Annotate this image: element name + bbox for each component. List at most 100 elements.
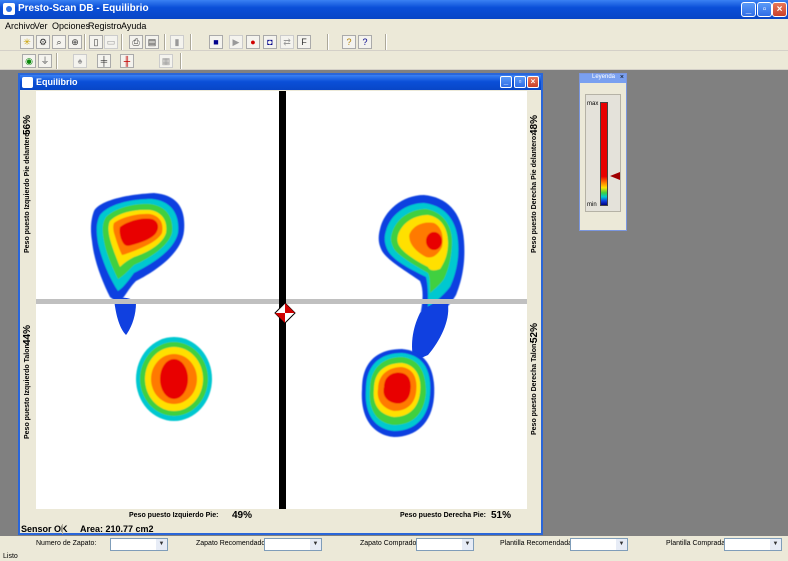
camera-icon[interactable]: ◘	[263, 35, 277, 49]
legend-pointer-icon	[610, 172, 620, 180]
menu-opciones[interactable]: Opciones	[52, 21, 91, 31]
area-value: Area: 210.77 cm2	[80, 524, 154, 534]
crosshair-icon[interactable]: ╪	[97, 54, 111, 68]
menu-ver[interactable]: Ver	[34, 21, 48, 31]
right-front-label: Peso puesto Derecha Pie delantero:	[531, 133, 538, 253]
toolbar-separator	[180, 53, 182, 69]
left-foot-label: Peso puesto Izquierdo Pie:	[129, 512, 219, 519]
sensor-status: Sensor OK	[21, 524, 68, 534]
left-heel-heatmap	[136, 337, 212, 421]
left-foot-pct: 49%	[232, 510, 253, 521]
toolbar-separator	[327, 34, 329, 50]
status-divider	[62, 524, 63, 534]
right-front-pct: 48%	[529, 114, 540, 135]
menu-registro[interactable]: Registro	[88, 21, 122, 31]
left-forefoot-heatmap	[90, 193, 185, 303]
legend-window[interactable]: Leyenda × max min	[579, 73, 627, 231]
legend-close-icon[interactable]: ×	[619, 74, 624, 81]
search-icon[interactable]: ⌕	[52, 35, 66, 49]
grid-icon[interactable]: ▦	[159, 54, 173, 68]
right-arch-heatmap	[412, 302, 449, 361]
chart-icon[interactable]: F	[297, 35, 311, 49]
equilibrio-titlebar[interactable]: Equilibrio _ ▫ ×	[20, 75, 541, 90]
foot-percent-bar: Peso puesto Izquierdo Pie: 49% Peso pues…	[36, 509, 527, 521]
sun-icon[interactable]: ✳	[20, 35, 34, 49]
chevron-down-icon[interactable]: ▼	[462, 539, 473, 550]
legend-titlebar[interactable]: Leyenda ×	[580, 74, 626, 83]
menu-ayuda[interactable]: Ayuda	[121, 21, 147, 31]
play-icon[interactable]: ▶	[229, 35, 243, 49]
toolbar-separator	[56, 53, 58, 69]
magnifier-icon[interactable]: ⊕	[68, 35, 82, 49]
menubar: Archivo Ver Opciones Registro Ayuda	[0, 19, 788, 33]
balance-icon[interactable]: ╫	[120, 54, 134, 68]
gears-icon[interactable]: ⚙	[36, 35, 50, 49]
right-heel-pct: 52%	[529, 322, 540, 343]
preview-icon[interactable]: ▤	[145, 35, 159, 49]
right-heel-heatmap	[361, 349, 435, 437]
stop-icon[interactable]: ■	[209, 35, 223, 49]
child-minimize-button[interactable]: _	[500, 76, 512, 88]
page-icon[interactable]: ▭	[104, 35, 118, 49]
right-foot-label: Peso puesto Derecha Pie:	[400, 512, 486, 519]
zapato-recomendado-combo[interactable]: ▼	[264, 538, 322, 551]
foot-outline-icon[interactable]: ♠	[73, 54, 87, 68]
toolbar-separator	[84, 34, 86, 50]
toolbar-separator	[190, 34, 192, 50]
vertical-center-line	[279, 91, 286, 509]
window-icon	[22, 77, 33, 88]
foot-icon[interactable]: ⏚	[38, 54, 52, 68]
legend-max: max	[587, 101, 599, 107]
toolbar-main: ✳ ⚙ ⌕ ⊕ ▯ ▭ ⎙ ▤ ▮ ■ ▶ ● ◘ ⇄ F ? ?	[0, 33, 788, 51]
zapato-comprado-combo[interactable]: ▼	[416, 538, 474, 551]
app-icon	[3, 3, 15, 15]
menu-archivo[interactable]: Archivo	[5, 21, 36, 31]
equilibrio-window[interactable]: Equilibrio _ ▫ × 56% Peso puesto Izquier…	[18, 73, 543, 535]
numero-zapato-combo[interactable]: ▼	[110, 538, 168, 551]
print-icon[interactable]: ⎙	[129, 35, 143, 49]
zapato-recomendado-label: Zapato Recomendado:	[196, 540, 268, 547]
maximize-button[interactable]: ▫	[757, 2, 772, 17]
shoe-selection-bar: Numero de Zapato: ▼ Zapato Recomendado: …	[0, 536, 788, 553]
plantilla-recomendada-combo[interactable]: ▼	[570, 538, 628, 551]
minimize-button[interactable]: _	[741, 2, 756, 17]
toolbar-view: ◉ ⏚ ♠ ╪ ╫ ▦	[0, 51, 788, 70]
numero-zapato-label: Numero de Zapato:	[36, 540, 97, 547]
status-bar: Listo	[0, 553, 788, 561]
plantilla-comprada-label: Plantilla Comprada:	[666, 540, 728, 547]
chevron-down-icon[interactable]: ▼	[156, 539, 167, 550]
book-icon[interactable]: ▯	[89, 35, 103, 49]
legend-title: Leyenda	[592, 74, 616, 80]
left-heel-label: Peso puesto Izquierdo Talon:	[24, 341, 31, 439]
right-foot-pct: 51%	[491, 510, 512, 521]
target-icon[interactable]: ◉	[22, 54, 36, 68]
plantilla-comprada-combo[interactable]: ▼	[724, 538, 782, 551]
plantilla-recomendada-label: Plantilla Recomendada:	[500, 540, 574, 547]
chevron-down-icon[interactable]: ▼	[616, 539, 627, 550]
legend-min: min	[587, 202, 597, 208]
chevron-down-icon[interactable]: ▼	[310, 539, 321, 550]
pressure-map	[36, 91, 527, 509]
help-icon[interactable]: ?	[358, 35, 372, 49]
record-icon[interactable]: ●	[246, 35, 260, 49]
child-maximize-button[interactable]: ▫	[514, 76, 526, 88]
pressure-map-svg	[36, 91, 527, 509]
bar-icon[interactable]: ▮	[170, 35, 184, 49]
export-icon[interactable]: ⇄	[280, 35, 294, 49]
toolbar-separator	[121, 34, 123, 50]
toolbar-separator	[164, 34, 166, 50]
right-heel-label: Peso puesto Derecha Talon:	[531, 341, 538, 435]
legend-color-bar	[600, 102, 608, 206]
close-button[interactable]: ×	[772, 2, 787, 17]
zapato-comprado-label: Zapato Comprado:	[360, 540, 419, 547]
window-title: Presto-Scan DB - Equilibrio	[18, 3, 149, 14]
status-text: Listo	[3, 553, 18, 560]
chevron-down-icon[interactable]: ▼	[770, 539, 781, 550]
child-close-button[interactable]: ×	[527, 76, 539, 88]
left-arch-heatmap	[114, 297, 136, 335]
key-icon[interactable]: ?	[342, 35, 356, 49]
window-titlebar[interactable]: Presto-Scan DB - Equilibrio _ ▫ ×	[0, 0, 788, 19]
left-front-label: Peso puesto Izquierdo Pie delantero:	[24, 130, 31, 253]
toolbar-separator	[385, 34, 387, 50]
right-forefoot-heatmap	[378, 195, 465, 329]
